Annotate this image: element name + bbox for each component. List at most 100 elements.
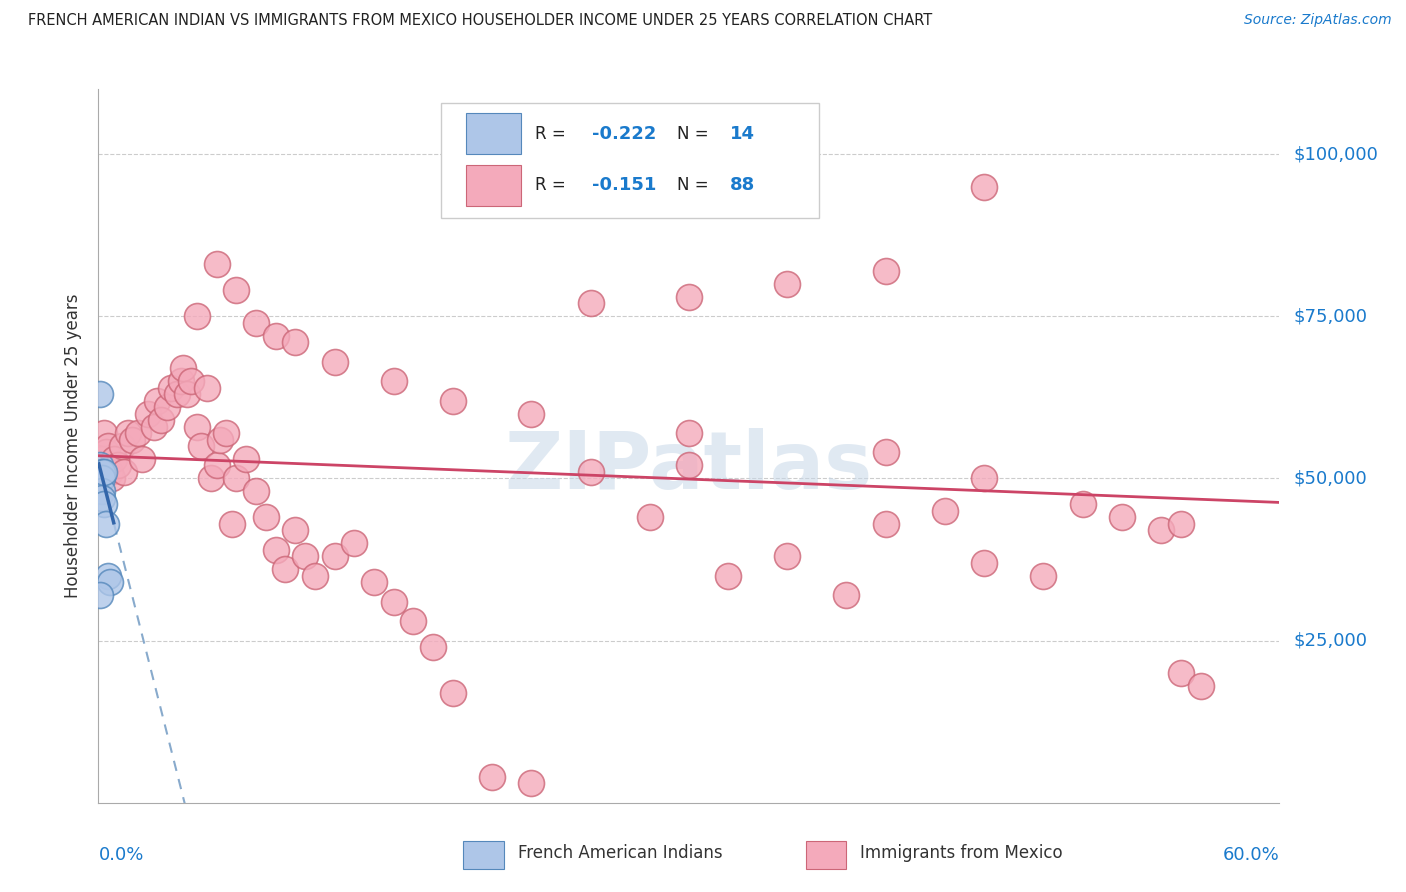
Text: ZIPatlas: ZIPatlas xyxy=(505,428,873,507)
Point xyxy=(98,465,121,479)
Point xyxy=(481,770,503,784)
Point xyxy=(363,575,385,590)
Point xyxy=(89,458,111,473)
Point xyxy=(127,425,149,440)
Text: R =: R = xyxy=(536,177,571,194)
Text: -0.151: -0.151 xyxy=(592,177,657,194)
Point xyxy=(973,556,995,570)
Point xyxy=(200,471,222,485)
Point xyxy=(180,374,202,388)
Point xyxy=(205,458,228,473)
Point xyxy=(103,452,125,467)
Point xyxy=(89,471,111,485)
Point xyxy=(101,471,124,485)
Text: 14: 14 xyxy=(730,125,755,143)
Point xyxy=(186,310,208,324)
Text: $100,000: $100,000 xyxy=(1294,145,1378,163)
Point xyxy=(97,439,120,453)
Point xyxy=(875,445,897,459)
Point xyxy=(91,471,114,485)
Point xyxy=(136,407,159,421)
FancyBboxPatch shape xyxy=(806,840,846,869)
Point xyxy=(89,458,111,473)
Point xyxy=(1150,524,1173,538)
Point xyxy=(481,173,503,187)
Text: FRENCH AMERICAN INDIAN VS IMMIGRANTS FROM MEXICO HOUSEHOLDER INCOME UNDER 25 YEA: FRENCH AMERICAN INDIAN VS IMMIGRANTS FRO… xyxy=(28,13,932,29)
Point xyxy=(93,497,115,511)
Point xyxy=(98,575,121,590)
Point xyxy=(117,425,139,440)
Point xyxy=(382,595,405,609)
Point xyxy=(973,179,995,194)
Y-axis label: Householder Income Under 25 years: Householder Income Under 25 years xyxy=(65,293,83,599)
Text: 88: 88 xyxy=(730,177,755,194)
Point xyxy=(91,491,114,505)
Point xyxy=(402,614,425,628)
Text: 60.0%: 60.0% xyxy=(1223,846,1279,863)
FancyBboxPatch shape xyxy=(465,165,522,205)
Point xyxy=(579,465,602,479)
Point xyxy=(441,685,464,699)
Point xyxy=(1189,679,1212,693)
Point xyxy=(91,465,114,479)
Point xyxy=(225,283,247,297)
Point xyxy=(717,568,740,582)
Point xyxy=(934,504,956,518)
Point xyxy=(112,465,135,479)
Text: 0.0%: 0.0% xyxy=(98,846,143,863)
Point xyxy=(254,510,277,524)
Point xyxy=(131,452,153,467)
Point xyxy=(776,277,799,291)
Point xyxy=(1111,510,1133,524)
Point xyxy=(205,257,228,271)
Point xyxy=(776,549,799,564)
Point xyxy=(150,413,173,427)
Text: R =: R = xyxy=(536,125,571,143)
Point xyxy=(142,419,165,434)
Text: $25,000: $25,000 xyxy=(1294,632,1368,649)
Point xyxy=(1170,666,1192,681)
Point xyxy=(274,562,297,576)
Point xyxy=(170,374,193,388)
Point xyxy=(225,471,247,485)
Point xyxy=(264,328,287,343)
Text: $75,000: $75,000 xyxy=(1294,307,1368,326)
Point xyxy=(678,290,700,304)
Point xyxy=(221,516,243,531)
Point xyxy=(176,387,198,401)
FancyBboxPatch shape xyxy=(464,840,503,869)
Point xyxy=(1032,568,1054,582)
Point xyxy=(284,524,307,538)
Point xyxy=(323,354,346,368)
Point xyxy=(343,536,366,550)
Point xyxy=(93,465,115,479)
Point xyxy=(97,568,120,582)
Point xyxy=(1170,516,1192,531)
Point xyxy=(160,381,183,395)
Point xyxy=(93,465,115,479)
Point xyxy=(422,640,444,654)
Point xyxy=(382,374,405,388)
Point xyxy=(96,445,118,459)
Point xyxy=(156,400,179,414)
Point xyxy=(678,425,700,440)
Point xyxy=(520,776,543,790)
Point xyxy=(111,439,134,453)
Point xyxy=(93,425,115,440)
Text: $50,000: $50,000 xyxy=(1294,469,1367,487)
Point xyxy=(186,419,208,434)
Point xyxy=(520,407,543,421)
FancyBboxPatch shape xyxy=(441,103,818,218)
Text: French American Indians: French American Indians xyxy=(517,844,723,862)
Text: N =: N = xyxy=(678,177,714,194)
Point xyxy=(215,425,238,440)
Point xyxy=(91,484,114,499)
Text: Immigrants from Mexico: Immigrants from Mexico xyxy=(860,844,1063,862)
Point xyxy=(245,316,267,330)
Point xyxy=(875,516,897,531)
Point xyxy=(235,452,257,467)
Point xyxy=(121,433,143,447)
Point xyxy=(678,458,700,473)
Point xyxy=(284,335,307,350)
FancyBboxPatch shape xyxy=(465,113,522,154)
